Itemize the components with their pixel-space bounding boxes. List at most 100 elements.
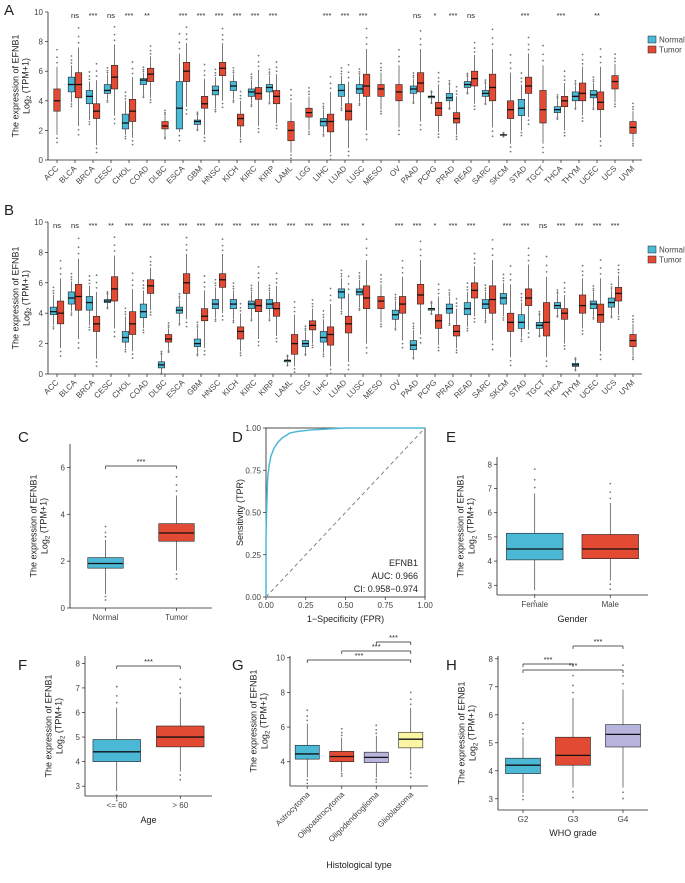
significance-label: *** xyxy=(594,637,603,646)
x-axis-label: Age xyxy=(140,815,156,825)
outlier-point xyxy=(322,310,325,312)
outlier-point xyxy=(304,329,307,332)
y-tick-label: 4 xyxy=(39,97,44,106)
outlier-point xyxy=(365,352,368,354)
outlier-point xyxy=(419,254,422,257)
outlier-point xyxy=(455,138,458,141)
significance-label: *** xyxy=(197,11,206,20)
outlier-point xyxy=(412,76,415,79)
outlier-point xyxy=(257,344,260,347)
outlier-point xyxy=(563,75,566,78)
x-tick-label: 0.75 xyxy=(377,601,393,610)
outlier-point xyxy=(394,327,397,330)
outlier-point xyxy=(520,296,523,299)
outlier-point xyxy=(88,120,91,123)
outlier-point xyxy=(115,794,118,796)
outlier-point xyxy=(622,797,624,800)
box-iqr xyxy=(435,101,443,116)
box-iqr xyxy=(273,302,281,317)
y-tick-label: 1.00 xyxy=(245,424,261,433)
significance-label: *** xyxy=(544,655,553,664)
outlier-point xyxy=(196,129,199,132)
box-normal-ucs xyxy=(607,283,615,319)
box-iqr xyxy=(319,118,327,127)
x-tick-label: LAML xyxy=(273,164,295,186)
x-tick-label: KIRC xyxy=(239,164,259,184)
outlier-point xyxy=(115,701,118,704)
outlier-point xyxy=(293,367,296,370)
x-tick-label: READ xyxy=(452,378,474,400)
outlier-point xyxy=(614,103,616,106)
outlier-point xyxy=(448,83,451,86)
y-tick-label: 4 xyxy=(39,309,44,318)
outlier-point xyxy=(203,136,206,139)
outlier-point xyxy=(340,269,343,272)
outlier-point xyxy=(358,272,361,274)
outlier-point xyxy=(632,321,634,323)
outlier-point xyxy=(522,794,524,797)
outlier-point xyxy=(581,59,584,61)
y-tick-label: 2 xyxy=(39,126,44,135)
outlier-point xyxy=(232,99,235,102)
outlier-point xyxy=(632,108,634,111)
outlier-point xyxy=(448,291,451,294)
x-tick-label: THYM xyxy=(560,164,583,187)
outlier-point xyxy=(77,128,80,131)
outlier-point xyxy=(88,78,91,81)
outlier-point xyxy=(622,682,624,685)
x-tick-label: PRAD xyxy=(434,164,456,186)
box-normal-luad xyxy=(337,66,345,112)
outlier-point xyxy=(178,47,181,50)
outlier-point xyxy=(527,123,530,126)
box-iqr xyxy=(561,96,569,108)
outlier-point xyxy=(401,271,404,274)
outlier-point xyxy=(196,324,199,326)
outlier-point xyxy=(329,158,332,161)
outlier-point xyxy=(502,279,505,282)
box-tumor-gbm xyxy=(201,275,209,356)
box-iqr xyxy=(287,121,295,142)
y-tick-label: 5 xyxy=(76,733,81,742)
x-tick-label: PRAD xyxy=(434,378,456,400)
box-tumor-ucs xyxy=(611,53,619,108)
outlier-point xyxy=(527,254,530,257)
outlier-point xyxy=(290,98,292,101)
significance-label: *** xyxy=(395,221,404,230)
outlier-point xyxy=(409,691,412,694)
outlier-point xyxy=(311,302,314,305)
outlier-point xyxy=(563,70,566,73)
outlier-point xyxy=(365,27,368,30)
outlier-point xyxy=(455,297,458,300)
outlier-point xyxy=(250,105,253,108)
outlier-point xyxy=(179,778,182,781)
outlier-point xyxy=(412,357,415,360)
box-iqr xyxy=(363,285,371,309)
x-tick-label: TGCT xyxy=(525,164,547,186)
outlier-point xyxy=(203,286,206,288)
outlier-point xyxy=(448,106,451,109)
outlier-point xyxy=(545,270,548,273)
outlier-point xyxy=(491,130,494,133)
outlier-point xyxy=(196,321,199,324)
outlier-point xyxy=(401,346,404,349)
outlier-point xyxy=(185,321,188,324)
outlier-point xyxy=(275,277,278,280)
outlier-point xyxy=(599,55,602,58)
outlier-point xyxy=(52,286,55,289)
box-iqr xyxy=(539,90,547,124)
y-tick-label: 8 xyxy=(281,688,286,697)
box-iqr xyxy=(506,532,564,561)
outlier-point xyxy=(491,37,494,39)
box-tumor-ov xyxy=(395,48,403,136)
outlier-point xyxy=(347,76,350,79)
outlier-point xyxy=(609,497,612,500)
outlier-point xyxy=(142,70,145,73)
x-tick-label: UVM xyxy=(617,378,636,397)
outlier-point xyxy=(581,264,584,267)
outlier-point xyxy=(113,25,116,28)
y-tick-label: 0.75 xyxy=(245,466,261,475)
y-axis-label: The expression of EFNB1Log2 (TPM+1) xyxy=(456,474,479,577)
x-tick-label: Astrocytoma xyxy=(274,790,312,828)
outlier-point xyxy=(617,318,620,321)
x-tick-label: Female xyxy=(521,600,548,609)
